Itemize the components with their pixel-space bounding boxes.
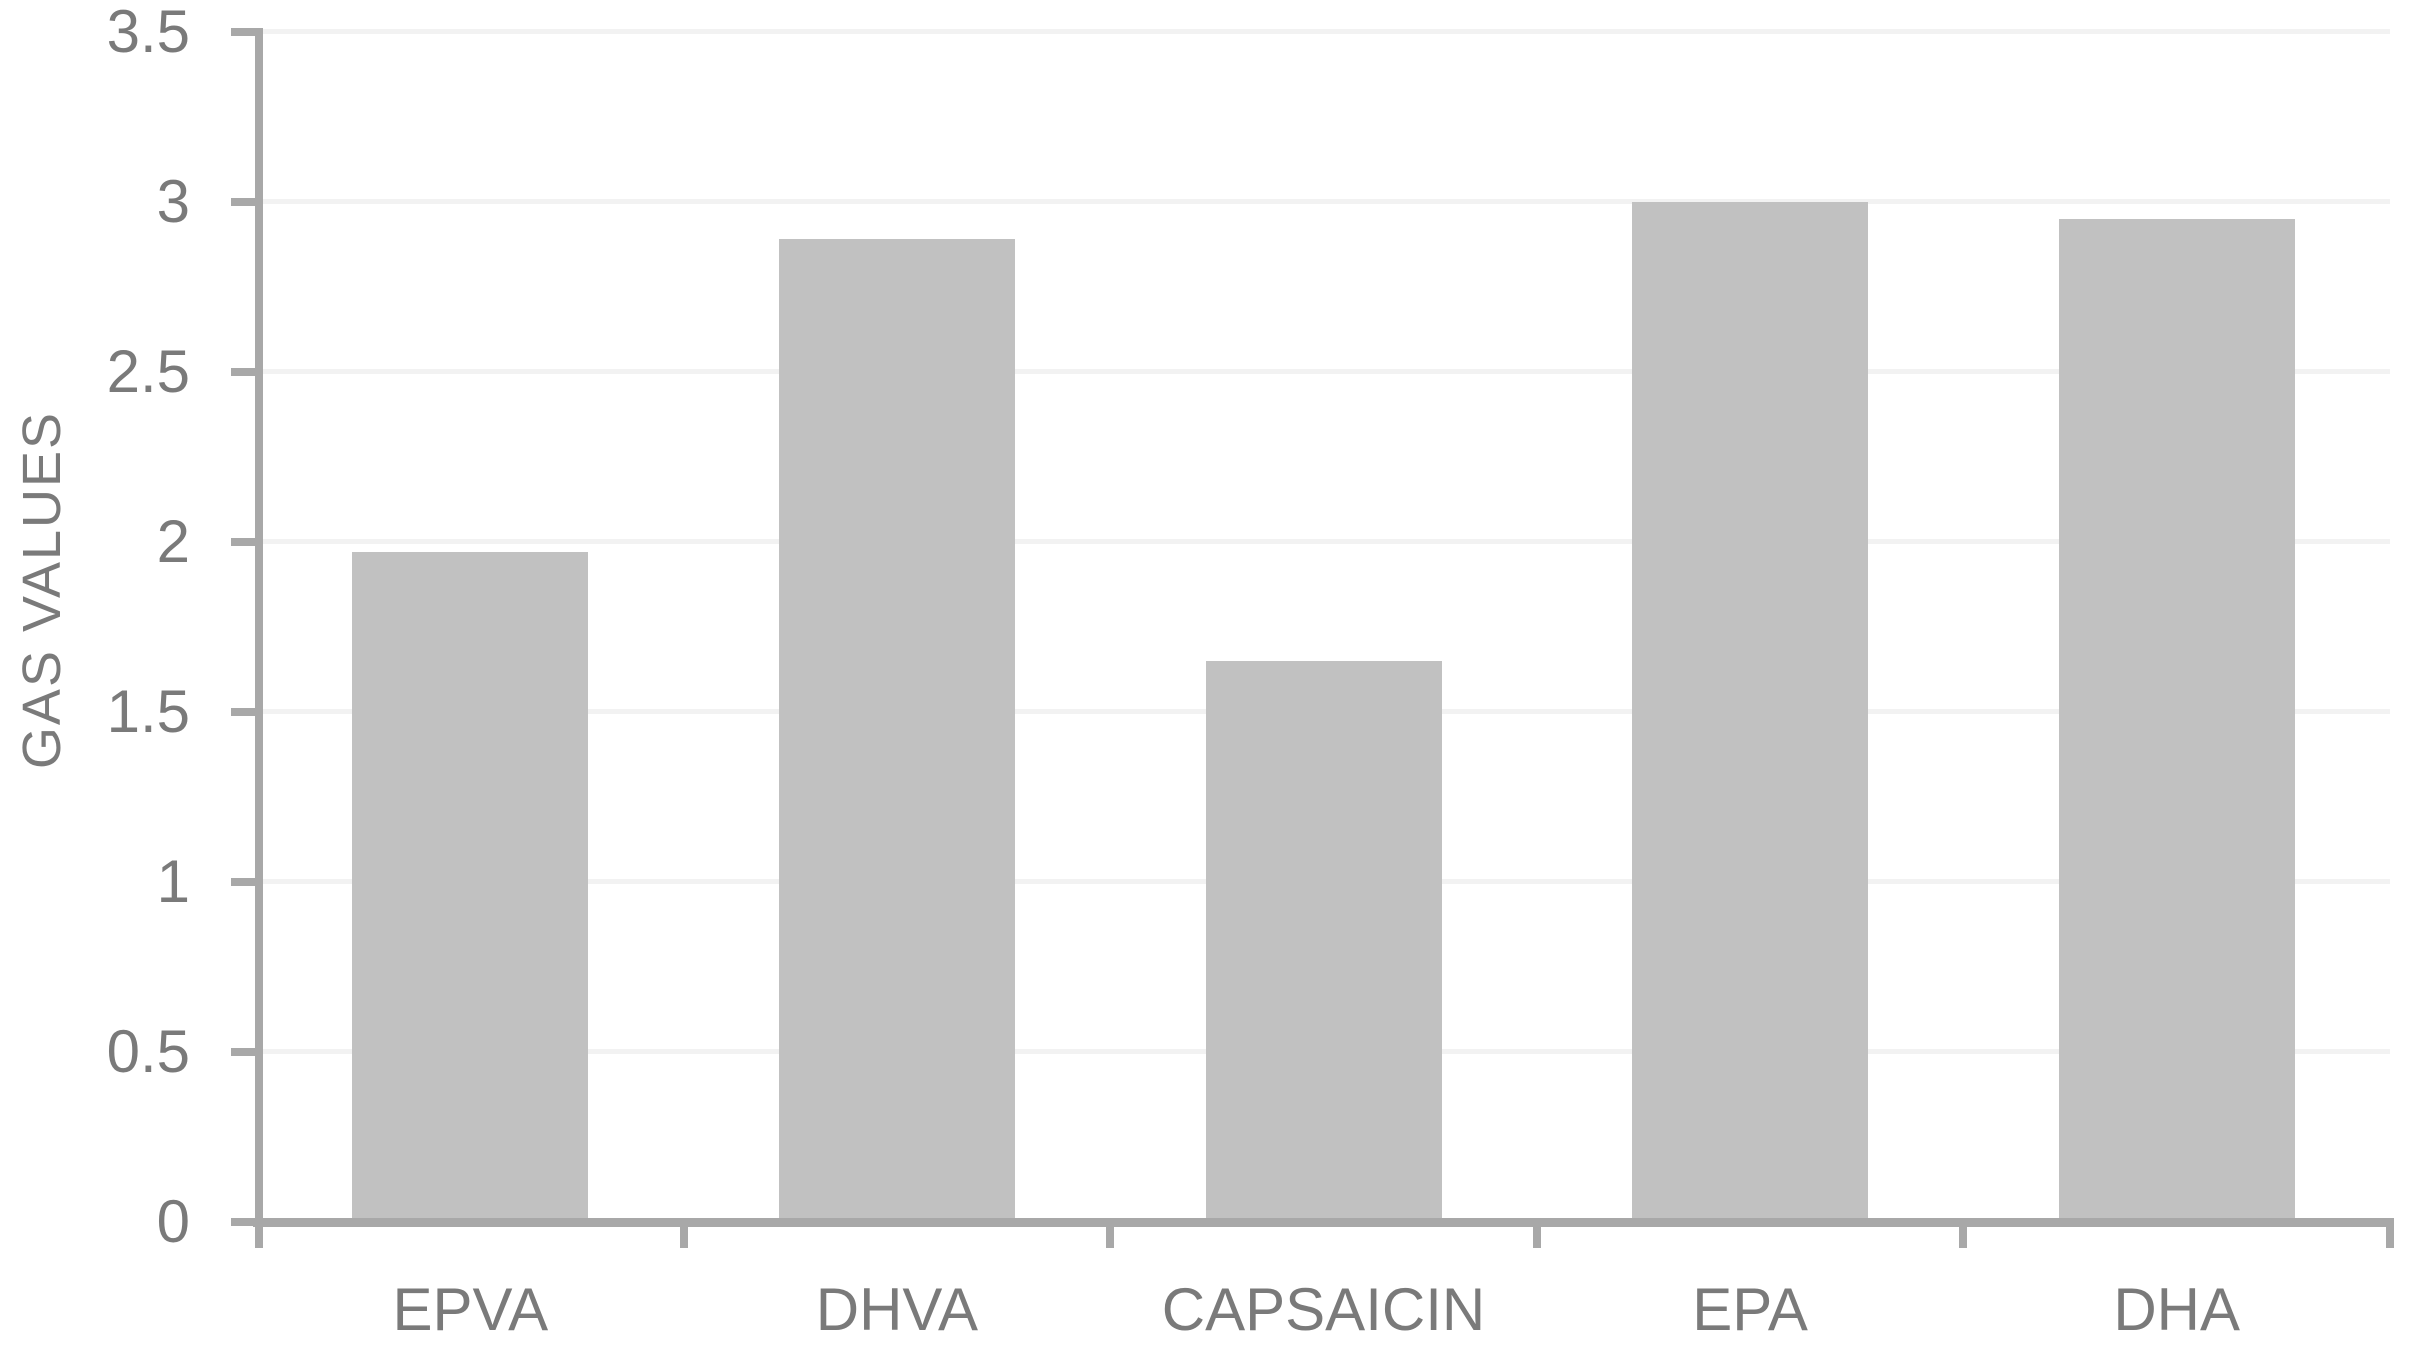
bar bbox=[778, 239, 1015, 1218]
y-tick-label: 0 bbox=[156, 1188, 190, 1255]
x-axis-tick bbox=[2386, 1218, 2394, 1248]
y-tick-label: 3 bbox=[156, 168, 190, 235]
y-axis-tick bbox=[231, 878, 258, 886]
y-axis-tick bbox=[231, 28, 258, 36]
y-axis-tick bbox=[231, 538, 258, 546]
y-tick-label: 1 bbox=[156, 848, 190, 915]
y-axis-line bbox=[255, 28, 263, 1248]
y-axis-tick bbox=[231, 198, 258, 206]
y-tick-label: 3.5 bbox=[106, 0, 190, 65]
y-axis-tick bbox=[231, 1218, 258, 1226]
bar bbox=[1205, 661, 1442, 1218]
gridline bbox=[257, 369, 2390, 374]
x-axis-tick bbox=[1959, 1218, 1968, 1248]
x-axis-line bbox=[253, 1218, 2394, 1227]
x-axis-tick bbox=[679, 1218, 688, 1248]
y-tick-label: 2.5 bbox=[106, 338, 190, 405]
x-tick-label: EPA bbox=[1692, 1276, 1808, 1343]
y-axis-tick bbox=[231, 368, 258, 376]
y-axis-tick bbox=[231, 708, 258, 716]
y-axis-tick bbox=[231, 1048, 258, 1056]
x-axis-tick bbox=[1532, 1218, 1541, 1248]
y-tick-label: 2 bbox=[156, 508, 190, 575]
bar bbox=[352, 552, 589, 1218]
x-tick-label: DHVA bbox=[815, 1276, 979, 1343]
gridline bbox=[257, 539, 2390, 544]
x-tick-label: DHA bbox=[2113, 1276, 2241, 1343]
x-tick-label: CAPSAICIN bbox=[1161, 1276, 1486, 1343]
gridline bbox=[257, 29, 2390, 34]
x-axis-tick bbox=[1106, 1218, 1115, 1248]
bar bbox=[2058, 219, 2295, 1218]
x-tick-label: EPVA bbox=[392, 1276, 549, 1343]
bar bbox=[1632, 202, 1869, 1218]
y-tick-label: 0.5 bbox=[106, 1018, 190, 1085]
y-tick-label: 1.5 bbox=[106, 678, 190, 745]
gridline bbox=[257, 199, 2390, 204]
